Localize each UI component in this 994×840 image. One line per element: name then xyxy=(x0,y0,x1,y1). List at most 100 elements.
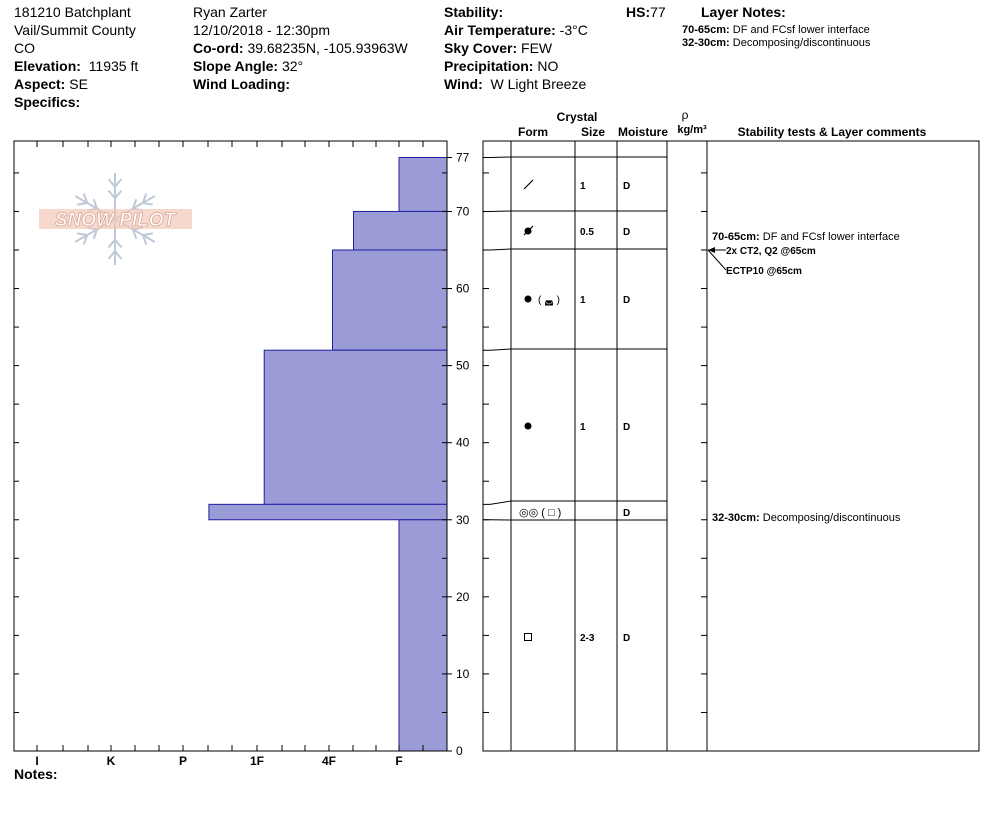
logo-band xyxy=(39,209,192,229)
table-columns xyxy=(510,141,708,751)
flake-branch xyxy=(77,232,88,237)
layer-moisture-2: D xyxy=(623,227,630,238)
hardness-tick-label-4F: 4F xyxy=(322,754,336,768)
comment-range: 32-30cm: xyxy=(712,512,760,524)
layer-size-6: 2-3 xyxy=(580,633,595,644)
coord-row: Co-ord: 39.68235N, -105.93963W xyxy=(193,39,408,57)
flake-branch xyxy=(107,190,116,199)
datetime: 12/10/2018 - 12:30pm xyxy=(193,22,330,38)
column-headers: Crystal Form Size Moisture ρ kg/m³ Stabi… xyxy=(518,108,927,139)
precip-row: Precipitation: NO xyxy=(444,57,558,75)
boundary-connector-3 xyxy=(483,248,512,251)
slope-row: Slope Angle: 32° xyxy=(193,57,303,75)
elevation-value: 11935 ft xyxy=(88,58,139,74)
hardness-axis: I K P 1F 4F F xyxy=(35,754,402,768)
layer-size-1: 1 xyxy=(580,181,586,192)
wind-row: Wind: W Light Breeze xyxy=(444,75,586,93)
layer-rows: 1 D 0.5 D 1 D 1 D D 2-3 D xyxy=(483,156,667,644)
flake-branch xyxy=(82,234,89,245)
logo-text: SNOW PILOT xyxy=(55,210,177,231)
depth-tick-label-60: 60 xyxy=(456,282,470,296)
coord-value: 39.68235N, -105.93963W xyxy=(247,40,408,56)
rounded-grain-icon xyxy=(524,295,532,303)
hardness-bar-2 xyxy=(353,210,448,251)
flake-branch xyxy=(141,193,148,204)
hs-label: HS: xyxy=(626,4,651,20)
flake-branch xyxy=(92,229,99,240)
layer-note-2-text: Decomposing/discontinuous xyxy=(732,37,871,49)
hardness-bar-3 xyxy=(332,249,448,351)
layer-note-1-range: 70-65cm: xyxy=(682,24,730,36)
table-frame xyxy=(482,140,980,752)
hardness-tick-label-F: F xyxy=(395,754,402,768)
boundary-connector-1 xyxy=(483,156,512,158)
site-name: 181210 Batchplant xyxy=(14,4,131,20)
layer-notes-label: Layer Notes: xyxy=(701,4,786,20)
layer-note-1-text: DF and FCsf lower interface xyxy=(732,24,870,36)
sky-row: Sky Cover: FEW xyxy=(444,39,552,57)
flake-branch xyxy=(82,193,89,204)
col-density-unit: kg/m³ xyxy=(677,124,707,136)
wind-label: Wind: xyxy=(444,76,483,92)
hs-row: HS:77 xyxy=(626,3,666,21)
df-fc-slash-icon xyxy=(523,225,534,236)
depth-tick-label-40: 40 xyxy=(456,436,470,450)
air-temp-value: -3°C xyxy=(559,22,588,38)
rounded-grain-icon-2 xyxy=(524,422,532,430)
precip-label: Precipitation: xyxy=(444,58,534,74)
snowpilot-logo: SNOW PILOT xyxy=(39,173,192,265)
flake-branch xyxy=(142,201,153,206)
comment-range: 70-65cm: xyxy=(712,231,760,243)
precip-value: NO xyxy=(537,58,559,74)
elevation-row: Elevation: 11935 ft xyxy=(14,57,138,75)
flake-branch xyxy=(107,239,116,248)
stability-tests: 2x CT2, Q2 @65cm ECTP10 @65cm xyxy=(707,246,816,277)
flake-branch xyxy=(131,229,138,240)
layer-moisture-4: D xyxy=(623,422,630,433)
flake-branch xyxy=(141,234,148,245)
air-temp-label: Air Temperature: xyxy=(444,22,556,38)
comment-text: DF and FCsf lower interface xyxy=(760,231,900,243)
layer-size-3: 1 xyxy=(580,295,586,306)
aspect-label: Aspect: xyxy=(14,76,66,92)
decomposing-fragment-icon xyxy=(523,179,534,190)
flake-branch xyxy=(92,198,99,209)
col-size: Size xyxy=(581,125,605,139)
slope-value: 32° xyxy=(281,58,304,74)
layer-moisture-1: D xyxy=(623,181,630,192)
faceted-crystal-icon xyxy=(524,633,532,641)
depth-tick-label-10: 10 xyxy=(456,667,470,681)
depth-tick-label-0: 0 xyxy=(456,744,463,758)
comment-1: 70-65cm: DF and FCsf lower interface xyxy=(712,231,900,243)
col-stability: Stability tests & Layer comments xyxy=(738,125,927,139)
test-label-2: ECTP10 @65cm xyxy=(726,266,802,277)
hardness-bar-4 xyxy=(263,349,448,505)
aspect-value: SE xyxy=(69,76,88,92)
hardness-bar-5 xyxy=(208,503,448,521)
observer: Ryan Zarter xyxy=(193,4,267,20)
flake-branch xyxy=(114,250,123,260)
stability-label: Stability: xyxy=(444,4,504,20)
wind-loading-label: Wind Loading: xyxy=(193,76,291,92)
profile-frame xyxy=(13,140,448,752)
layer-size-4: 1 xyxy=(580,422,586,433)
elevation-label: Elevation: xyxy=(14,58,81,74)
depth-tick-label-30: 30 xyxy=(456,513,470,527)
depth-tick-label-77: 77 xyxy=(456,151,470,165)
hs-value: 77 xyxy=(650,4,666,20)
hardness-tick-label-K: K xyxy=(107,754,116,768)
col-form: Form xyxy=(518,125,548,139)
notes-label: Notes: xyxy=(14,766,58,782)
depth-tick-label-20: 20 xyxy=(456,590,470,604)
melt-freeze-icon: ◎◎ ( □ ) xyxy=(519,507,561,519)
flake-branch xyxy=(114,178,123,188)
boundary-connector-5 xyxy=(483,500,512,505)
test-label-1: 2x CT2, Q2 @65cm xyxy=(726,246,816,257)
hardness-bar-6 xyxy=(398,519,448,752)
hardness-tick-label-1F: 1F xyxy=(250,754,264,768)
flake-branch xyxy=(77,201,88,206)
hardness-profile xyxy=(208,157,448,752)
slope-label: Slope Angle: xyxy=(193,58,279,74)
state: CO xyxy=(14,40,35,56)
test-arrow-icon xyxy=(708,246,715,253)
